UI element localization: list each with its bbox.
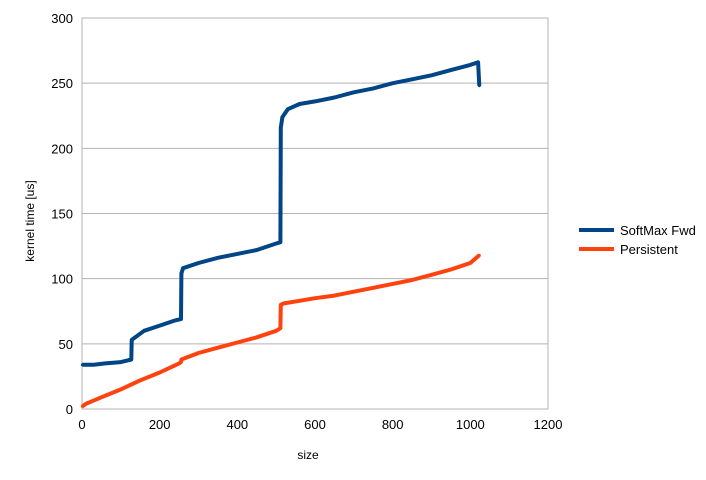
series-1-point-18 xyxy=(313,296,317,300)
series-0-point-28 xyxy=(430,73,433,77)
series-1-point-10 xyxy=(216,346,220,350)
series-0-point-5 xyxy=(130,338,134,342)
series-1-point-5 xyxy=(158,371,162,374)
legend: SoftMax Fwd Persistent xyxy=(579,223,696,257)
series-layer xyxy=(80,60,482,409)
x-tick-label-2: 400 xyxy=(226,417,248,432)
x-tick-labels: 0 200 400 600 800 1000 1200 xyxy=(78,417,562,432)
series-0-point-22 xyxy=(313,99,317,103)
series-0-point-18 xyxy=(279,126,283,129)
y-tick-label-0: 0 xyxy=(66,402,73,417)
series-0-point-23 xyxy=(332,96,336,99)
series-0-point-21 xyxy=(298,102,301,106)
series-1-point-3 xyxy=(119,387,123,391)
series-1-point-17 xyxy=(298,299,301,303)
series-0-point-13 xyxy=(216,256,220,260)
series-1-point-2 xyxy=(99,395,103,399)
series-0-point-25 xyxy=(371,86,375,90)
series-0-point-2 xyxy=(103,361,107,365)
series-1-point-11 xyxy=(235,341,239,344)
series-0-point-19 xyxy=(280,115,284,119)
series-1-point-19 xyxy=(332,294,336,298)
series-1-point-9 xyxy=(197,351,200,355)
x-tick-label-5: 1000 xyxy=(456,417,485,432)
series-1-point-24 xyxy=(430,273,433,277)
series-0-point-10 xyxy=(179,272,183,275)
series-0-point-24 xyxy=(352,90,356,94)
series-1-point-14 xyxy=(278,326,282,330)
series-1-point-8 xyxy=(179,358,183,361)
y-axis-title: kernel time [us] xyxy=(23,180,37,261)
series-1-point-16 xyxy=(282,301,286,305)
series-1-point-22 xyxy=(391,282,395,286)
series-0-point-14 xyxy=(235,252,239,256)
series-line-1 xyxy=(81,253,481,409)
series-0-point-4 xyxy=(129,358,133,361)
series-1-point-1 xyxy=(84,402,88,406)
plot-area-frame xyxy=(81,17,549,410)
series-0-point-16 xyxy=(274,242,278,245)
series-0-point-0 xyxy=(80,363,84,367)
x-tick-label-1: 200 xyxy=(149,417,171,432)
series-0-point-9 xyxy=(179,317,183,321)
y-tick-label-3: 150 xyxy=(51,207,73,222)
series-0-point-27 xyxy=(410,77,414,81)
y-tick-label-2: 100 xyxy=(51,272,73,287)
series-1-point-21 xyxy=(371,286,375,290)
series-1-point-7 xyxy=(179,360,183,364)
series-1 xyxy=(80,253,481,409)
series-0-point-15 xyxy=(255,248,259,252)
series-0-point-3 xyxy=(119,360,123,364)
y-tick-label-4: 200 xyxy=(51,141,73,156)
series-0-point-11 xyxy=(181,266,185,270)
legend-label-persistent: Persistent xyxy=(620,242,678,257)
x-tick-label-3: 600 xyxy=(304,417,326,432)
y-tick-labels: 0 50 100 150 200 250 300 xyxy=(51,11,73,417)
x-tick-label-6: 1200 xyxy=(534,417,563,432)
series-0-point-32 xyxy=(477,84,481,88)
series-0-point-30 xyxy=(468,63,472,67)
x-axis-title: size xyxy=(297,448,319,462)
y-tick-label-6: 300 xyxy=(51,11,73,26)
series-1-point-27 xyxy=(477,253,481,257)
y-tick-label-5: 250 xyxy=(51,76,73,91)
series-1-point-0 xyxy=(80,404,84,408)
series-0-point-29 xyxy=(449,68,453,72)
series-1-point-26 xyxy=(468,261,472,265)
series-1-point-4 xyxy=(138,378,142,382)
legend-label-softmax-fwd: SoftMax Fwd xyxy=(620,223,696,238)
series-1-point-12 xyxy=(255,335,259,339)
series-0-point-6 xyxy=(142,329,146,333)
series-1-point-15 xyxy=(279,303,283,307)
series-1-point-13 xyxy=(274,329,278,333)
series-0-point-12 xyxy=(197,261,200,265)
series-1-point-25 xyxy=(449,268,453,271)
series-1-point-23 xyxy=(410,278,414,282)
series-0-point-7 xyxy=(158,324,162,328)
x-tick-label-4: 800 xyxy=(382,417,404,432)
series-0-point-8 xyxy=(173,318,177,322)
y-tick-label-1: 50 xyxy=(59,337,73,352)
x-tick-label-0: 0 xyxy=(78,417,85,432)
series-1-point-20 xyxy=(352,290,356,294)
series-0-point-1 xyxy=(92,363,96,367)
series-0-point-26 xyxy=(391,81,395,85)
series-0 xyxy=(80,60,482,367)
series-0-point-17 xyxy=(278,240,282,244)
series-0-point-20 xyxy=(286,107,290,111)
series-0-point-31 xyxy=(476,60,480,64)
